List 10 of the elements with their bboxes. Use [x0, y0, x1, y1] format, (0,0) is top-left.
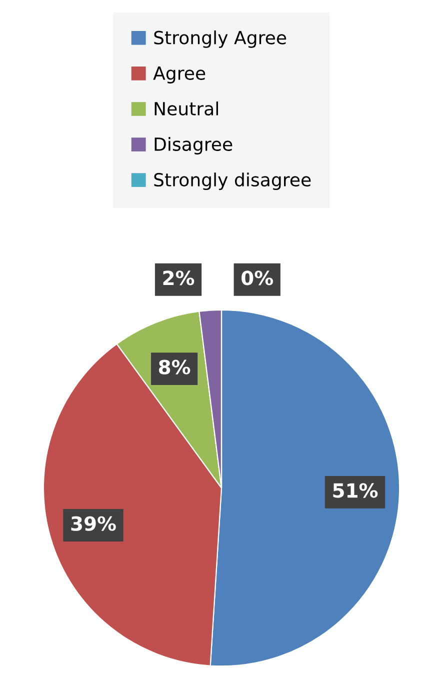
data-label: 51%	[333, 483, 378, 498]
legend-label: Disagree	[154, 137, 232, 155]
data-label: 8%	[158, 360, 190, 374]
legend-label: Strongly Agree	[154, 30, 286, 48]
legend-label: Strongly disagree	[154, 172, 311, 190]
legend-label: Agree	[153, 66, 206, 84]
text: 0%	[242, 270, 274, 286]
data-label: 2%	[163, 270, 194, 286]
data-label: 39%	[71, 516, 116, 531]
legend-label: Neutral	[154, 102, 218, 116]
